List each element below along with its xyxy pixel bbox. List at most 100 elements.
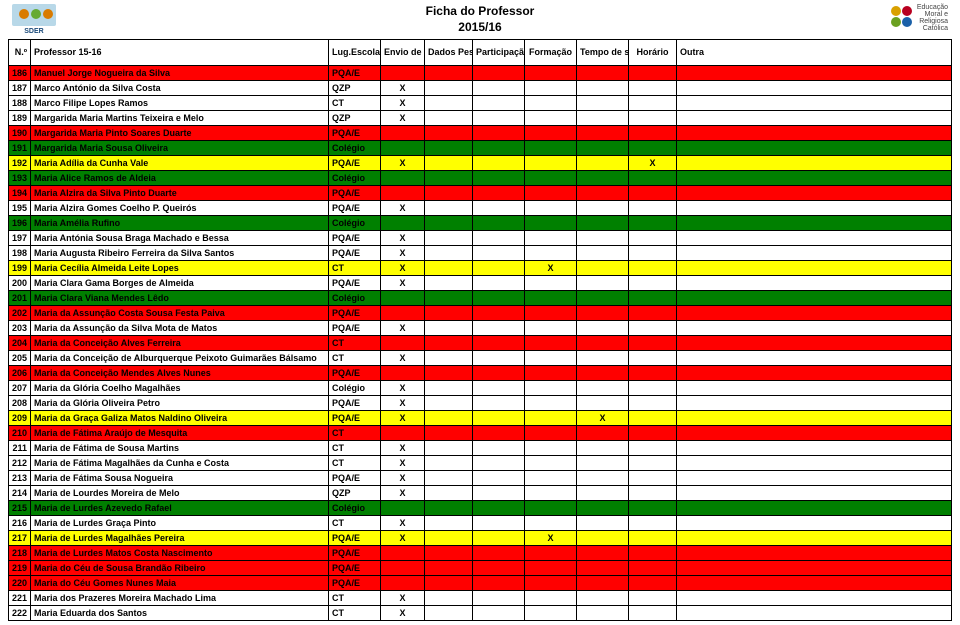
cell-name: Maria de Fátima Sousa Nogueira [31, 471, 329, 486]
cell-envio [381, 66, 425, 81]
cell-tempo [577, 396, 629, 411]
cell-dados [425, 291, 473, 306]
cell-hor [629, 291, 677, 306]
cell-tempo [577, 96, 629, 111]
cell-form [525, 501, 577, 516]
table-row: 191Margarida Maria Sousa OliveiraColégio [9, 141, 952, 156]
cell-tempo [577, 576, 629, 591]
cell-part [473, 501, 525, 516]
cell-lug: Colégio [329, 501, 381, 516]
cell-num: 200 [9, 276, 31, 291]
cell-lug: CT [329, 591, 381, 606]
cell-num: 206 [9, 366, 31, 381]
cell-outra [677, 276, 952, 291]
cell-envio: X [381, 111, 425, 126]
cell-tempo [577, 276, 629, 291]
cell-tempo [577, 291, 629, 306]
cell-envio: X [381, 96, 425, 111]
cell-lug: PQA/E [329, 561, 381, 576]
table-row: 201Maria Clara Viana Mendes LêdoColégio [9, 291, 952, 306]
table-row: 197Maria Antónia Sousa Braga Machado e B… [9, 231, 952, 246]
cell-num: 201 [9, 291, 31, 306]
cell-name: Maria dos Prazeres Moreira Machado Lima [31, 591, 329, 606]
cell-dados [425, 336, 473, 351]
cell-outra [677, 66, 952, 81]
cell-lug: Colégio [329, 291, 381, 306]
cell-dados [425, 606, 473, 621]
cell-outra [677, 501, 952, 516]
cell-name: Maria da Assunção da Silva Mota de Matos [31, 321, 329, 336]
cell-part [473, 156, 525, 171]
table-row: 212Maria de Fátima Magalhães da Cunha e … [9, 456, 952, 471]
cell-num: 221 [9, 591, 31, 606]
cell-tempo [577, 186, 629, 201]
cell-form [525, 126, 577, 141]
cell-lug: PQA/E [329, 321, 381, 336]
cell-lug: Colégio [329, 381, 381, 396]
cell-part [473, 606, 525, 621]
cell-hor [629, 591, 677, 606]
cell-envio [381, 576, 425, 591]
cell-part [473, 231, 525, 246]
cell-dados [425, 171, 473, 186]
cell-dados [425, 246, 473, 261]
cell-lug: PQA/E [329, 201, 381, 216]
cell-envio [381, 141, 425, 156]
table-row: 207Maria da Glória Coelho MagalhãesColég… [9, 381, 952, 396]
cell-dados [425, 141, 473, 156]
table-row: 196Maria Amélia RufinoColégio [9, 216, 952, 231]
table-row: 198Maria Augusta Ribeiro Ferreira da Sil… [9, 246, 952, 261]
cell-tempo [577, 126, 629, 141]
cell-name: Maria Clara Gama Borges de Almeida [31, 276, 329, 291]
cell-hor [629, 186, 677, 201]
cell-dados [425, 366, 473, 381]
cell-num: 208 [9, 396, 31, 411]
cell-num: 204 [9, 336, 31, 351]
cell-part [473, 261, 525, 276]
cell-num: 198 [9, 246, 31, 261]
table-row: 210Maria de Fátima Araújo de MesquitaCT [9, 426, 952, 441]
cell-tempo [577, 231, 629, 246]
cell-hor [629, 96, 677, 111]
cell-envio: X [381, 231, 425, 246]
cell-lug: CT [329, 516, 381, 531]
cell-lug: PQA/E [329, 276, 381, 291]
cell-num: 194 [9, 186, 31, 201]
cell-hor [629, 381, 677, 396]
cell-part [473, 411, 525, 426]
cell-num: 193 [9, 171, 31, 186]
cell-name: Maria Eduarda dos Santos [31, 606, 329, 621]
table-row: 189Margarida Maria Martins Teixeira e Me… [9, 111, 952, 126]
cell-name: Margarida Maria Sousa Oliveira [31, 141, 329, 156]
cell-dados [425, 66, 473, 81]
header-outra: Outra [677, 40, 952, 66]
cell-part [473, 96, 525, 111]
cell-name: Maria Alice Ramos de Aldeia [31, 171, 329, 186]
cell-lug: PQA/E [329, 66, 381, 81]
cell-envio: X [381, 321, 425, 336]
cell-envio [381, 126, 425, 141]
title-line2: 2015/16 [458, 20, 501, 34]
cell-name: Maria de Lurdes Magalhães Pereira [31, 531, 329, 546]
cell-form [525, 246, 577, 261]
cell-hor [629, 351, 677, 366]
cell-dados [425, 96, 473, 111]
cell-outra [677, 441, 952, 456]
cell-hor [629, 321, 677, 336]
cell-envio: X [381, 81, 425, 96]
cell-envio: X [381, 441, 425, 456]
cell-tempo [577, 366, 629, 381]
cell-part [473, 471, 525, 486]
cell-form [525, 81, 577, 96]
cell-envio: X [381, 381, 425, 396]
cell-hor [629, 441, 677, 456]
cell-form [525, 66, 577, 81]
cell-hor [629, 261, 677, 276]
cell-envio [381, 366, 425, 381]
cell-lug: PQA/E [329, 231, 381, 246]
cell-outra [677, 366, 952, 381]
cell-hor [629, 66, 677, 81]
cell-form [525, 351, 577, 366]
cell-outra [677, 381, 952, 396]
cell-dados [425, 396, 473, 411]
